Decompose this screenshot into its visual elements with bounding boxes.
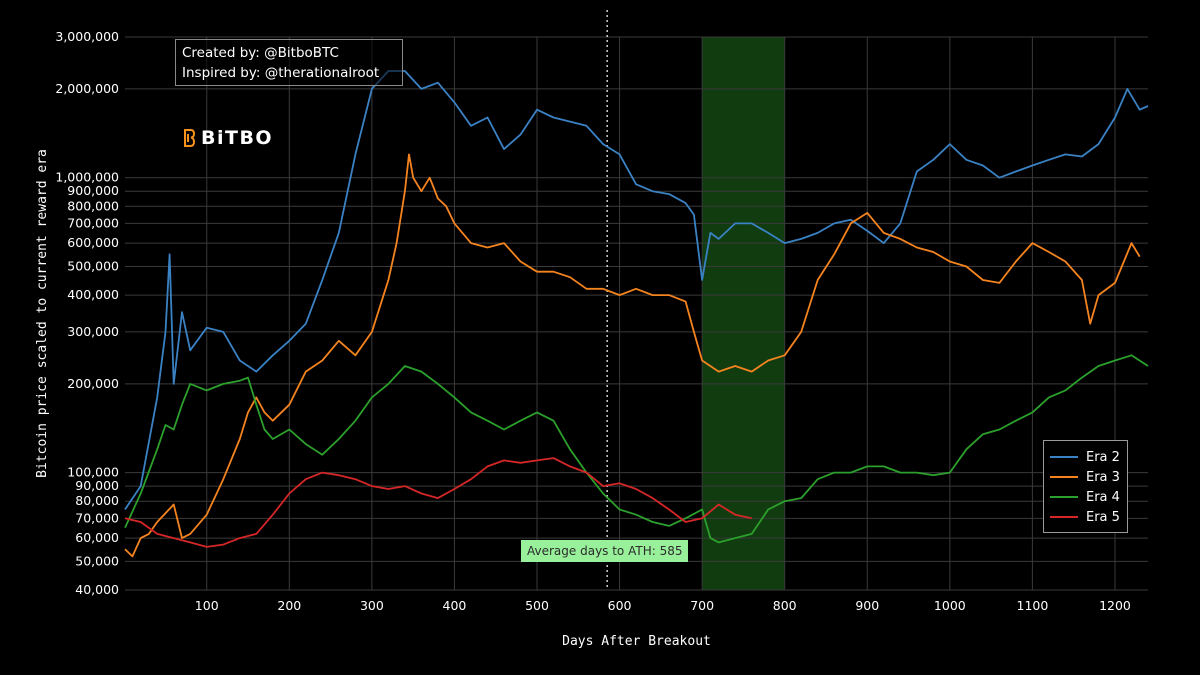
y-tick-label: 900,000 [67, 183, 119, 198]
bitbo-logo-icon [184, 129, 195, 147]
x-tick-label: 800 [773, 598, 797, 613]
credit-box: Created by: @BitboBTC Inspired by: @ther… [175, 39, 403, 86]
shaded-region-layer [702, 37, 785, 590]
x-axis-title: Days After Breakout [562, 634, 711, 649]
legend-label: Era 3 [1086, 469, 1120, 485]
y-tick-label: 200,000 [67, 376, 119, 391]
x-tick-label: 400 [443, 598, 467, 613]
legend-label: Era 5 [1086, 509, 1120, 525]
series-line-era-3 [124, 153, 1141, 558]
legend-swatch [1050, 476, 1078, 478]
x-tick-label: 200 [277, 598, 301, 613]
legend-item-era-2[interactable]: Era 2 [1044, 447, 1127, 467]
x-tick-label: 1100 [1017, 598, 1049, 613]
inspired-by-text: Inspired by: @therationalroot [182, 65, 380, 81]
legend-swatch [1050, 456, 1078, 458]
x-tick-label: 700 [690, 598, 714, 613]
y-tick-label: 2,000,000 [55, 81, 119, 96]
series-layer [124, 70, 1149, 558]
series-line-era-5 [124, 457, 752, 548]
legend-label: Era 4 [1086, 489, 1120, 505]
axis-layer: 40,000 50,000 60,000 70,000 80,00090,000100,… [55, 29, 1131, 613]
x-tick-label: 1000 [934, 598, 966, 613]
y-tick-label: 400,000 [67, 287, 119, 302]
shaded-region [702, 37, 785, 590]
bitbo-logo: BiTBO [183, 127, 273, 149]
series-line-era-2 [124, 70, 1149, 511]
x-tick-label: 600 [608, 598, 632, 613]
legend-swatch [1050, 516, 1078, 518]
x-tick-label: 100 [195, 598, 219, 613]
bitbo-logo-text: BiTBO [201, 127, 274, 149]
y-tick-label: 90,000 [75, 478, 119, 493]
legend-item-era-5[interactable]: Era 5 [1044, 507, 1127, 527]
legend-label: Era 2 [1086, 449, 1120, 465]
y-tick-label: 1,000,000 [55, 170, 119, 185]
ath-annotation: Average days to ATH: 585 [521, 540, 689, 562]
y-tick-label: 60,000 [75, 530, 119, 545]
y-tick-label: 50,000 [75, 553, 119, 568]
series-line-era-4 [124, 354, 1149, 544]
y-tick-label: 40,000 [75, 582, 119, 597]
y-tick-label: 800,000 [67, 198, 119, 213]
y-tick-label: 100,000 [67, 465, 119, 480]
axis-titles-layer: Days After Breakout Bitcoin price scaled … [35, 149, 711, 649]
x-tick-label: 900 [855, 598, 879, 613]
x-tick-label: 300 [360, 598, 384, 613]
legend-item-era-4[interactable]: Era 4 [1044, 487, 1127, 507]
grid-layer [125, 36, 1148, 591]
y-axis-title: Bitcoin price scaled to current reward e… [35, 149, 50, 478]
y-tick-label: 700,000 [67, 215, 119, 230]
x-tick-label: 500 [525, 598, 549, 613]
x-tick-label: 1200 [1099, 598, 1131, 613]
legend-swatch [1050, 496, 1078, 498]
chart-legend: Era 2 Era 3 Era 4 Era 5 [1043, 440, 1128, 533]
y-tick-label: 80,000 [75, 493, 119, 508]
y-tick-label: 3,000,000 [55, 29, 119, 44]
y-tick-label: 300,000 [67, 324, 119, 339]
legend-item-era-3[interactable]: Era 3 [1044, 467, 1127, 487]
y-tick-label: 70,000 [75, 510, 119, 525]
created-by-text: Created by: @BitboBTC [182, 45, 339, 61]
y-tick-label: 500,000 [67, 258, 119, 273]
y-tick-label: 600,000 [67, 235, 119, 250]
